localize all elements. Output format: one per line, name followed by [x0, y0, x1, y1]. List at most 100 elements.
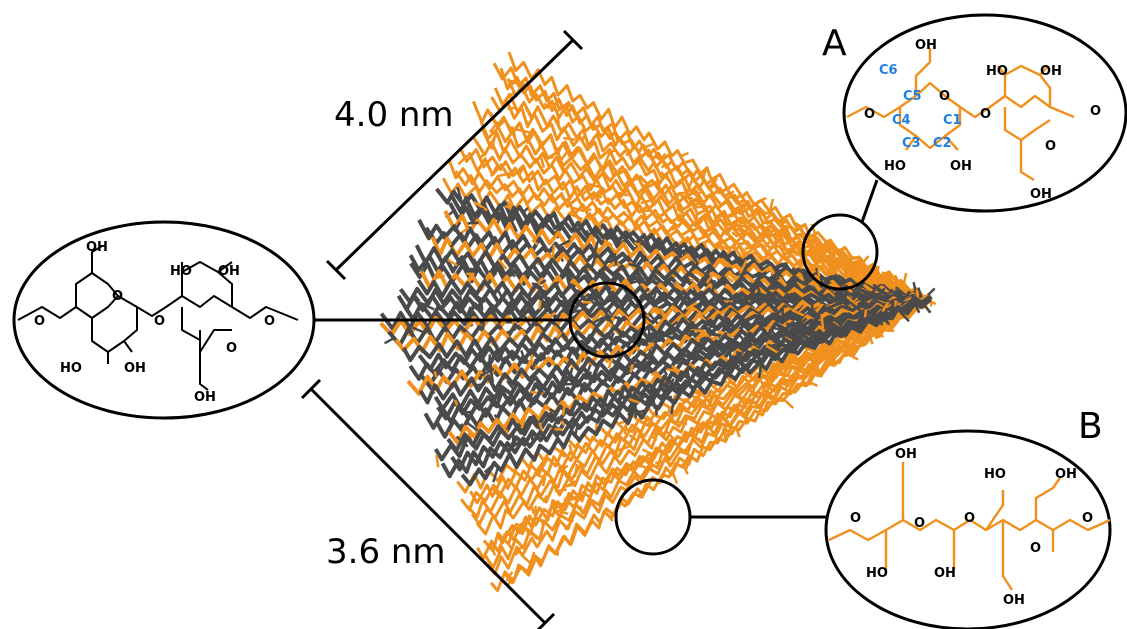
core-chain: [448, 201, 930, 304]
surface-chain: [490, 96, 930, 301]
side-group: [529, 503, 535, 514]
side-group: [507, 106, 516, 111]
side-group: [695, 205, 704, 209]
side-group: [555, 488, 567, 493]
b-ho-bottom: HO: [866, 566, 888, 581]
side-group: [550, 139, 557, 147]
core-chain: [460, 296, 931, 487]
surface-chain: [475, 295, 932, 536]
side-group: [791, 254, 799, 265]
side-group: [514, 545, 523, 557]
side-group: [555, 331, 563, 340]
side-group: [817, 270, 822, 282]
length-dimension-bar: [325, 29, 584, 281]
side-group: [654, 405, 658, 416]
side-group: [847, 353, 859, 361]
side-group: [660, 170, 673, 184]
surface-chain: [499, 67, 931, 302]
side-group: [543, 102, 550, 110]
core-chain: [409, 262, 930, 305]
side-group: [539, 279, 547, 285]
side-group: [505, 92, 515, 100]
side-group: [784, 261, 794, 276]
b-oh-bottom: OH: [934, 566, 956, 581]
b-ho-mid: HO: [984, 467, 1006, 482]
side-group: [549, 408, 559, 415]
side-group: [567, 212, 583, 221]
side-group: [576, 292, 591, 304]
a-oh-bottom: OH: [950, 159, 972, 174]
side-group: [869, 272, 877, 283]
side-group: [678, 151, 689, 158]
core-chain: [396, 293, 933, 314]
side-group: [834, 251, 843, 265]
side-group: [860, 261, 868, 269]
surface-chain: [482, 296, 932, 553]
a-oh-bottom-right: OH: [1030, 187, 1052, 202]
a-ho-right: HO: [986, 64, 1008, 79]
side-group: [490, 136, 496, 150]
core-chain: [406, 295, 933, 396]
core-chain: [398, 286, 931, 306]
panel-a-label: A: [822, 23, 847, 64]
side-group: [849, 301, 863, 313]
side-group: [636, 409, 645, 414]
structure-b-diagram: OH HO OH O O O O O HO OH OH: [824, 429, 1112, 629]
side-group: [517, 165, 526, 177]
side-group: [481, 320, 485, 332]
side-group: [677, 213, 683, 223]
side-group: [846, 295, 860, 309]
side-group: [832, 287, 839, 304]
side-group: [625, 148, 630, 157]
side-group: [735, 350, 744, 356]
side-group: [464, 206, 472, 216]
side-group: [727, 276, 735, 284]
side-group: [695, 184, 701, 192]
side-group: [564, 483, 577, 488]
side-group: [729, 428, 735, 436]
a-ring-o2: O: [1045, 139, 1056, 154]
core-chain: [450, 298, 931, 472]
core-chain: [401, 296, 930, 363]
side-group: [532, 358, 538, 368]
core-chain: [443, 209, 931, 304]
width-dimension-bar: [300, 378, 556, 629]
side-group: [558, 464, 569, 474]
side-group: [491, 487, 503, 500]
side-group: [565, 276, 571, 286]
side-group: [476, 382, 486, 387]
side-group: [520, 415, 527, 429]
side-group: [654, 458, 671, 465]
side-group: [814, 339, 829, 346]
surface-chain: [495, 296, 932, 545]
side-group: [729, 208, 744, 219]
b-o3: O: [1030, 541, 1041, 556]
side-group: [833, 247, 846, 253]
b-oh-top: OH: [895, 447, 917, 462]
side-group: [523, 315, 533, 329]
a-carbon-c4: C4: [892, 113, 911, 128]
side-group: [427, 384, 436, 395]
side-group: [561, 401, 567, 416]
side-group: [432, 274, 445, 281]
side-group: [628, 433, 640, 443]
side-group: [447, 258, 458, 267]
surface-chain: [489, 111, 932, 303]
side-group: [550, 421, 558, 434]
side-group: [522, 393, 530, 400]
side-group: [694, 333, 707, 341]
side-group: [806, 262, 814, 269]
side-group: [685, 301, 698, 311]
side-group: [538, 300, 542, 310]
side-group: [613, 315, 628, 323]
side-group: [796, 379, 805, 388]
side-group: [757, 365, 763, 379]
core-chain: [424, 226, 932, 305]
a-oh-top: OH: [915, 38, 937, 53]
side-group: [560, 149, 569, 160]
side-group: [555, 447, 566, 458]
side-group: [496, 171, 511, 178]
left-ring-o2: O: [226, 341, 237, 356]
side-group: [435, 454, 440, 468]
connector-a: [860, 179, 879, 223]
